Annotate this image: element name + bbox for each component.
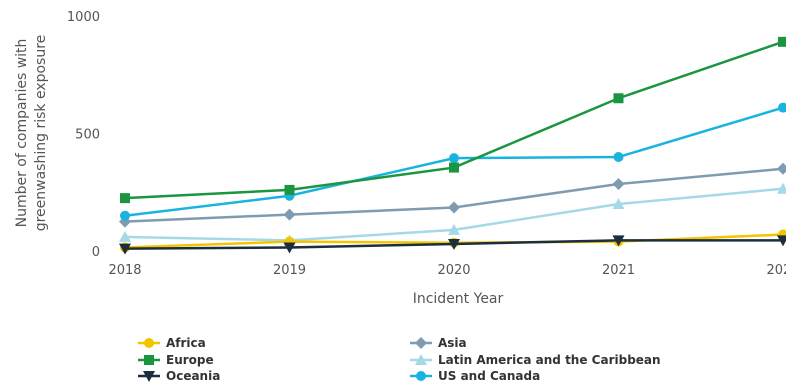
y-tick-label-2: 1000: [67, 10, 100, 25]
series-1-point-2: [448, 201, 460, 214]
series-4-point-1: [283, 242, 296, 254]
series-5-point-3: [613, 152, 624, 162]
y-axis-title-line-1: Number of companies with: [14, 39, 30, 228]
legend: Africa Europe Oceania Asia Latin America and…: [138, 336, 661, 383]
series-3: [119, 182, 786, 246]
legend-swatch-marker-1: [415, 337, 427, 349]
series-4-point-3: [612, 235, 625, 247]
series-2-point-4: [778, 36, 786, 47]
series-5-point-2: [449, 153, 459, 164]
legend-label-2: Europe: [166, 353, 214, 367]
y-axis-title-line-2: greenwashing risk exposure: [33, 35, 49, 232]
series-3-point-0: [119, 230, 131, 242]
series-1-line: [124, 167, 784, 223]
series-4-point-4: [777, 235, 786, 247]
x-tick-label-4: 2022: [766, 263, 786, 278]
legend-item-3: Latin America and the Caribbean: [410, 353, 661, 367]
series-3-point-4: [777, 182, 786, 194]
series-layer: [119, 36, 786, 255]
series-5-point-4: [778, 102, 786, 113]
legend-label-0: Africa: [166, 336, 206, 350]
legend-swatch-marker-0: [144, 338, 154, 348]
series-2-point-3: [613, 93, 624, 104]
series-3-point-3: [612, 198, 625, 209]
x-axis-ticks: 2018 2019 2020 2021 2022: [108, 263, 786, 278]
series-2-point-2: [449, 162, 459, 173]
series-5-point-0: [120, 210, 130, 221]
legend-swatch-marker-2: [144, 355, 154, 365]
y-tick-label-0: 0: [92, 245, 100, 260]
x-tick-label-1: 2019: [273, 263, 306, 278]
x-tick-label-3: 2021: [602, 263, 635, 278]
legend-label-1: Asia: [438, 336, 467, 350]
series-4-point-2: [448, 238, 460, 250]
x-axis-title: Incident Year: [413, 291, 504, 307]
legend-swatch-marker-5: [416, 371, 426, 381]
series-2: [120, 36, 786, 204]
series-1: [119, 162, 786, 228]
series-1-point-1: [283, 208, 296, 221]
legend-item-1: Asia: [410, 336, 467, 350]
legend-swatch-marker-4: [143, 371, 155, 382]
legend-label-3: Latin America and the Caribbean: [438, 353, 661, 367]
legend-item-5: US and Canada: [410, 369, 540, 383]
series-1-point-4: [777, 162, 786, 175]
legend-swatch-marker-3: [415, 354, 427, 365]
series-4-point-0: [119, 243, 131, 255]
series-2-line: [124, 40, 784, 200]
series-3-point-2: [448, 223, 460, 235]
y-axis-title: Number of companies with greenwashing ri…: [14, 35, 49, 232]
x-tick-label-0: 2018: [108, 263, 141, 278]
legend-label-5: US and Canada: [438, 369, 540, 383]
y-axis-ticks: 0 500 1000: [67, 10, 100, 260]
series-5: [120, 102, 786, 221]
series-4: [119, 235, 786, 255]
series-2-point-0: [120, 193, 130, 204]
legend-item-4: Oceania: [138, 369, 220, 383]
x-tick-label-2: 2020: [437, 263, 470, 278]
series-2-point-1: [284, 184, 295, 195]
legend-label-4: Oceania: [166, 369, 220, 383]
legend-item-0: Africa: [138, 336, 206, 350]
series-1-point-3: [612, 178, 625, 191]
y-tick-label-1: 500: [75, 128, 100, 143]
legend-item-2: Europe: [138, 353, 214, 367]
